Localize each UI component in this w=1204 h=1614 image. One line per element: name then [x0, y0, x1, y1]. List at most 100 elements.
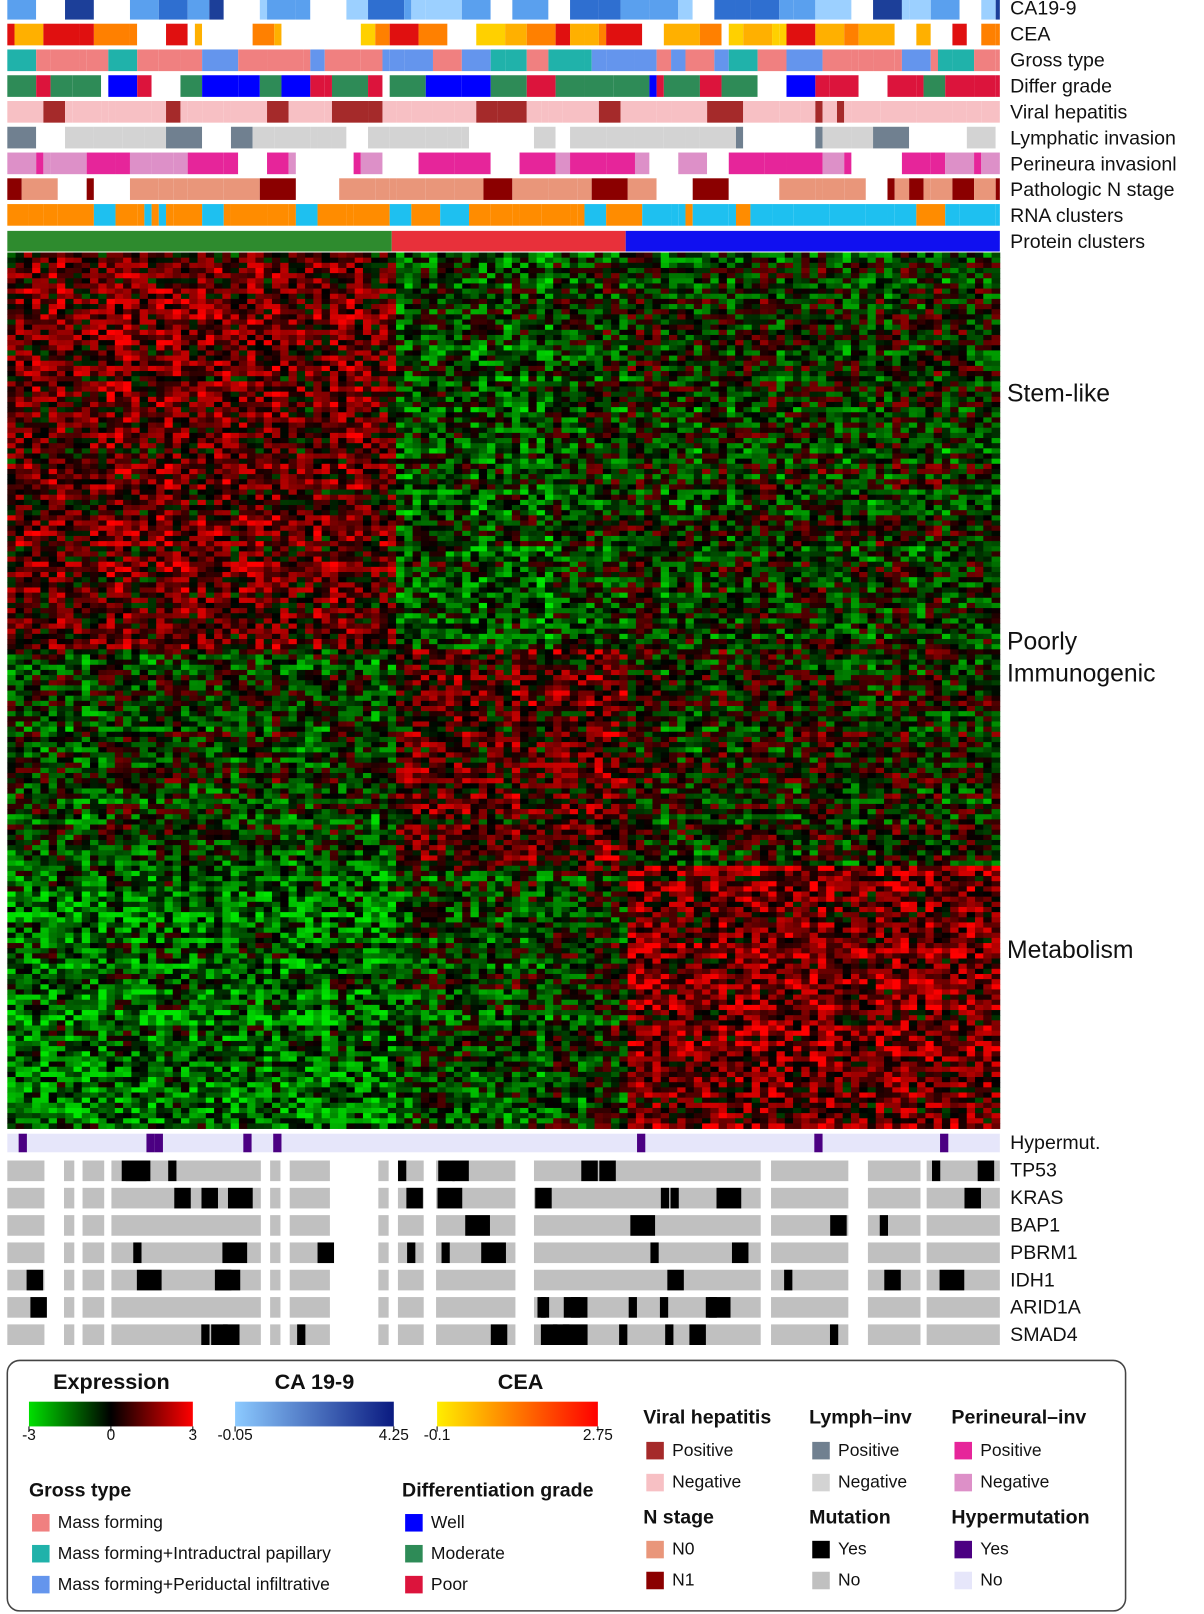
heat-cell	[875, 319, 885, 326]
heat-cell	[280, 355, 289, 362]
heat-cell	[520, 314, 529, 320]
heat-cell	[329, 345, 339, 351]
heat-cell	[578, 304, 587, 310]
heat-cell	[238, 283, 248, 289]
heat-cell	[635, 396, 645, 403]
annotation-cell	[202, 204, 224, 226]
heat-cell	[90, 407, 99, 413]
heat-cell	[668, 381, 678, 387]
heat-cell	[611, 273, 620, 279]
heat-cell	[214, 427, 223, 434]
heat-cell	[205, 427, 215, 434]
heat-cell	[470, 355, 480, 362]
heat-cell	[453, 407, 463, 413]
annotation-cell	[916, 23, 931, 46]
heat-cell	[578, 355, 587, 362]
heat-cell	[900, 396, 910, 403]
heat-cell	[189, 283, 198, 289]
heat-cell	[520, 427, 529, 434]
heat-cell	[950, 381, 959, 387]
annotation-cell	[288, 204, 296, 226]
heat-cell	[793, 355, 802, 362]
heat-cell	[197, 252, 207, 259]
heat-cell	[859, 319, 868, 326]
annotation-cell	[440, 204, 470, 226]
heat-cell	[7, 324, 17, 331]
heat-cell	[933, 309, 943, 315]
heat-cell	[139, 278, 149, 284]
heat-cell	[528, 314, 538, 320]
heat-cell	[114, 345, 124, 351]
heat-cell	[652, 340, 662, 346]
heat-cell	[56, 443, 66, 449]
heat-cell	[735, 396, 744, 403]
heat-cell	[420, 262, 430, 269]
heat-cell	[371, 412, 380, 418]
heat-cell	[677, 293, 686, 300]
heat-cell	[801, 360, 811, 367]
heat-cell	[950, 293, 959, 300]
heat-cell	[114, 412, 124, 418]
heat-cell	[602, 396, 612, 403]
heat-cell	[65, 360, 74, 367]
heat-cell	[429, 262, 438, 269]
heat-cell	[296, 340, 306, 346]
heat-cell	[850, 309, 860, 315]
heat-cell	[743, 376, 753, 382]
heat-cell	[214, 386, 223, 393]
heat-cell	[544, 314, 554, 320]
heat-cell	[114, 391, 124, 398]
heat-cell	[139, 309, 149, 315]
heat-cell	[884, 365, 893, 372]
annotation-cell	[425, 178, 455, 200]
heat-cell	[255, 293, 265, 300]
heat-cell	[520, 371, 529, 377]
heat-cell	[660, 381, 670, 387]
heat-cell	[710, 417, 720, 423]
heat-cell	[751, 288, 761, 295]
heat-cell	[668, 407, 678, 413]
heat-cell	[801, 309, 811, 315]
heat-cell	[776, 329, 786, 336]
heat-cell	[214, 262, 223, 269]
heat-cell	[917, 267, 926, 274]
heat-cell	[677, 298, 686, 305]
heat-cell	[255, 438, 265, 444]
heat-cell	[412, 427, 422, 434]
heat-cell	[726, 401, 736, 408]
heat-cell	[627, 309, 637, 315]
heat-cell	[983, 371, 992, 377]
heat-cell	[842, 376, 852, 382]
heat-cell	[305, 376, 314, 382]
heat-cell	[462, 365, 471, 372]
heat-cell	[735, 422, 744, 429]
heat-cell	[305, 412, 314, 418]
heat-cell	[511, 371, 521, 377]
heat-cell	[205, 340, 215, 346]
heat-cell	[619, 298, 629, 305]
heat-cell	[925, 267, 935, 274]
heat-cell	[462, 262, 471, 269]
heat-cell	[958, 438, 968, 444]
heat-cell	[181, 412, 190, 418]
heat-cell	[321, 401, 331, 408]
heat-cell	[826, 412, 835, 418]
heat-cell	[420, 278, 430, 284]
heat-cell	[156, 288, 165, 295]
heat-cell	[950, 386, 959, 393]
heat-cell	[222, 438, 232, 444]
annotation-cell	[995, 75, 1000, 97]
heat-cell	[867, 401, 877, 408]
heat-cell	[602, 329, 612, 336]
heat-cell	[743, 334, 753, 341]
heat-cell	[726, 278, 736, 284]
heat-cell	[859, 381, 868, 387]
heat-cell	[834, 438, 844, 444]
heat-cell	[975, 360, 984, 367]
heat-cell	[594, 252, 604, 259]
annotation-cell	[512, 204, 520, 226]
heat-cell	[809, 334, 819, 341]
heat-cell	[991, 293, 1001, 300]
heat-cell	[139, 371, 149, 377]
heat-cell	[156, 396, 165, 403]
